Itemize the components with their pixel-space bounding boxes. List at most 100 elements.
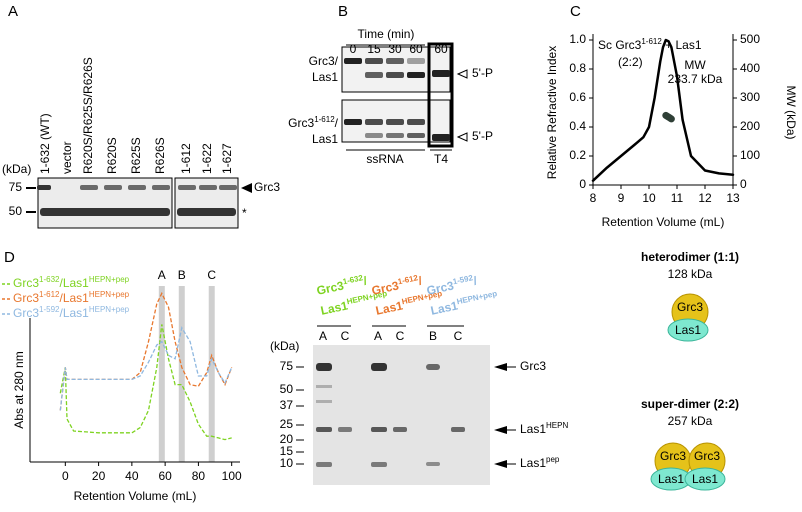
lane-label: 1-622 <box>200 143 214 174</box>
band-label-part: HEPN <box>546 421 568 430</box>
legend-entry-part: Grc3 <box>13 291 39 305</box>
product-label: 5'-P <box>472 66 493 80</box>
chromatogram-trace <box>59 326 233 411</box>
x-tick-label: 13 <box>726 191 740 205</box>
marker-label: 75 <box>280 359 294 373</box>
time-label: Time (min) <box>358 27 415 41</box>
y-axis-label: Relative Refractive Index <box>545 46 559 179</box>
y-tick-label: 0.4 <box>569 119 586 133</box>
band-label: Las1HEPN <box>520 421 568 437</box>
x-tick-label: 12 <box>698 191 712 205</box>
legend-entry: Grc31-592/Las1HEPN+pep <box>13 305 130 321</box>
y-tick-label: 1.0 <box>569 32 586 46</box>
marker-label: 10 <box>280 456 294 470</box>
x-tick-label: 60 <box>158 469 172 483</box>
construct-label-part: / <box>472 274 479 289</box>
marker-label: 75 <box>9 180 23 194</box>
mw-trace <box>662 111 675 123</box>
chart-subtitle: (2:2) <box>618 55 643 69</box>
legend-entry-part: /Las1 <box>59 291 89 305</box>
panel-label: A <box>8 3 18 20</box>
marker-label: 20 <box>280 432 294 446</box>
legend-entry-part: HEPN+pep <box>89 290 130 299</box>
lane-label: vector <box>60 141 74 174</box>
fraction-bar <box>208 286 215 462</box>
y-tick-label: 0 <box>579 177 586 191</box>
subunit-label: Las1 <box>658 472 684 486</box>
legend-entry-part: /Las1 <box>59 306 89 320</box>
construct-label-part: Las1 <box>429 299 459 318</box>
star-label: * <box>242 206 247 220</box>
construct-label: Grc31-632/ <box>315 272 369 298</box>
construct-label: Grc31-592/ <box>425 272 479 298</box>
annotation: MW <box>684 58 706 72</box>
marker-label: 37 <box>280 398 294 412</box>
las1-shape <box>667 318 709 342</box>
time-point: 0 <box>350 42 357 56</box>
lane-label: C <box>396 329 405 343</box>
row-label-part: 1-612 <box>314 115 335 124</box>
y2-tick-label: 300 <box>740 90 760 104</box>
lane-label: 1-632 (WT) <box>38 113 52 174</box>
band-label-part: Las1 <box>520 456 546 470</box>
construct-label-part: 1-632 <box>342 273 364 286</box>
legend-entry-part: Grc3 <box>13 276 39 290</box>
lane-label: A <box>319 329 327 343</box>
y-tick-label: 0.2 <box>569 148 586 162</box>
arrowhead <box>494 460 507 468</box>
lane-label: 1-612 <box>179 143 193 174</box>
subunit-label: Grc3 <box>694 449 720 463</box>
gel-b <box>341 42 454 151</box>
legend-entry-part: 1-612 <box>39 290 60 299</box>
y-axis-label: Abs at 280 nm <box>12 351 26 428</box>
lane-label: C <box>454 329 463 343</box>
time-point: 15 <box>367 42 381 56</box>
construct-label-part: / <box>417 274 424 289</box>
open-arrowhead <box>456 132 468 142</box>
construct-label-part: Las1 <box>374 299 404 318</box>
y2-tick-label: 100 <box>740 148 760 162</box>
fraction-bar <box>178 286 185 462</box>
x-axis-label: Retention Volume (mL) <box>602 215 725 229</box>
lane-label: R626S <box>153 137 167 174</box>
row-label-part: / <box>335 116 339 130</box>
lane-label: A <box>374 329 382 343</box>
x-tick-label: 10 <box>642 191 656 205</box>
y2-tick-label: 0 <box>740 177 747 191</box>
chart-title: Sc Grc31-612 + Las1 <box>598 37 702 53</box>
legend-entry-part: 1-592 <box>39 305 60 314</box>
annotation: 233.7 kDa <box>668 72 723 86</box>
row-label: Grc3/ <box>309 54 339 68</box>
panel-label: C <box>570 3 581 20</box>
legend-entry-part: HEPN+pep <box>89 305 130 314</box>
y-tick-label: 0.8 <box>569 61 586 75</box>
legend-entry-part: /Las1 <box>59 276 89 290</box>
row-label-part: Grc3/ <box>309 54 339 68</box>
fraction-bar <box>158 286 165 462</box>
y2-tick-label: 200 <box>740 119 760 133</box>
band-label-part: Grc3 <box>520 359 546 373</box>
arrowhead <box>494 363 507 371</box>
arrowhead <box>241 183 252 193</box>
legend-entry-part: HEPN+pep <box>89 275 130 284</box>
panel-label: D <box>4 249 15 266</box>
group-label: ssRNA <box>366 152 403 166</box>
y-tick-label: 0.6 <box>569 90 586 104</box>
x-axis-label: Retention Volume (mL) <box>74 489 197 503</box>
fraction-label: A <box>158 268 166 282</box>
x-tick-label: 11 <box>671 191 684 205</box>
product-label: 5'-P <box>472 129 493 143</box>
chromatogram-trace <box>59 324 232 441</box>
legend-entry-part: Grc3 <box>13 306 39 320</box>
time-point: 60 <box>434 42 448 56</box>
legend-entry: Grc31-612/Las1HEPN+pep <box>13 290 130 306</box>
construct-label-part: Las1 <box>319 299 349 318</box>
time-point: 60 <box>409 42 423 56</box>
x-tick-label: 40 <box>125 469 139 483</box>
legend-entry-part: 1-632 <box>39 275 60 284</box>
y2-axis-label: MW (kDa) <box>784 86 798 140</box>
group-label: T4 <box>434 152 448 166</box>
construct-label: Grc31-612/ <box>370 272 424 298</box>
x-tick-label: 20 <box>92 469 106 483</box>
